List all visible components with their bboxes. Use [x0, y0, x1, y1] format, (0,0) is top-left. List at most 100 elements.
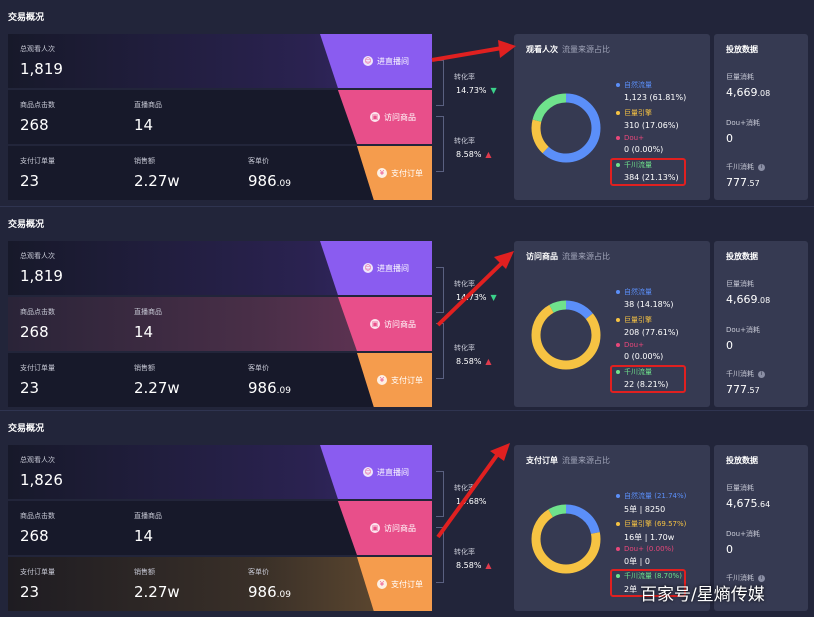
funnel-step-label: 支付订单 — [391, 375, 423, 385]
yen-icon: ¥ — [377, 168, 387, 178]
legend-dot — [616, 136, 620, 140]
conv2-label: 转化率 — [454, 137, 475, 145]
legend-item[interactable]: 巨量引擎 310 (17.06%) — [616, 108, 679, 130]
ad-value: 0 — [726, 132, 733, 145]
legend-head: Dou+ (0.00%) — [616, 545, 674, 553]
sales-value: 2.27w — [134, 172, 180, 190]
legend-item[interactable]: 自然流量 (21.74%) 5单 | 8250 — [616, 491, 686, 515]
card-subtitle: 流量来源占比 — [562, 45, 610, 54]
legend-item[interactable]: 千川流量 384 (21.13%) — [616, 160, 679, 182]
ad-value-dec: .57 — [747, 179, 760, 188]
conv2-value: 8.58% ▲ — [456, 561, 492, 570]
info-icon[interactable]: i — [758, 574, 765, 582]
legend-item[interactable]: Dou+ (0.00%) 0单 | 0 — [616, 545, 674, 567]
legend-head: 巨量引擎 — [616, 108, 679, 118]
ad-title: 投放数据 — [726, 45, 758, 54]
ad-value-int: 777 — [726, 383, 747, 396]
donut-slice[interactable] — [531, 93, 601, 163]
live-products-value: 14 — [134, 527, 154, 545]
legend-item[interactable]: 自然流量 1,123 (61.81%) — [616, 80, 686, 102]
sales-label: 销售额 — [134, 157, 155, 165]
ad-value-int: 0 — [726, 339, 733, 352]
ad-label: 巨量消耗 — [726, 483, 754, 493]
funnel-step-label: 访问商品 — [384, 523, 416, 533]
funnel-step-label: 进直播间 — [377, 467, 409, 477]
legend-item[interactable]: 巨量引擎 (69.57%) 16单 | 1.70w — [616, 519, 686, 543]
live-products-label: 直播商品 — [134, 101, 162, 109]
funnel-step[interactable]: ☺ 进直播间 — [320, 445, 432, 499]
ad-value-dec: .64 — [757, 500, 771, 509]
legend-item[interactable]: Dou+ 0 (0.00%) — [616, 341, 663, 361]
funnel: ☺ 进直播间 ▣ 访问商品 ¥ 支付订单 — [320, 445, 432, 611]
legend-value: 208 (77.61%) — [624, 328, 679, 337]
aov-label: 客单价 — [248, 157, 269, 165]
highlight-box — [610, 569, 686, 597]
traffic-donut-chart — [531, 93, 601, 163]
legend-item[interactable]: 自然流量 38 (14.18%) — [616, 287, 673, 309]
donut-slice[interactable] — [531, 93, 601, 163]
donut-slice[interactable] — [531, 300, 601, 370]
funnel-step[interactable]: ▣ 访问商品 — [337, 501, 432, 555]
funnel-step-label: 访问商品 — [384, 319, 416, 329]
funnel-step[interactable]: ¥ 支付订单 — [356, 557, 432, 611]
live-products-value: 14 — [134, 323, 154, 341]
ad-value-int: 0 — [726, 543, 733, 556]
section-title: 交易概况 — [8, 424, 45, 434]
info-icon[interactable]: i — [758, 163, 765, 171]
aov-integer: 986 — [248, 583, 277, 601]
ad-label: 巨量消耗 — [726, 279, 754, 289]
funnel-step[interactable]: ▣ 访问商品 — [337, 297, 432, 351]
ad-value: 0 — [726, 543, 733, 556]
legend-value: 310 (17.06%) — [624, 121, 679, 130]
legend-name: 自然流量 — [624, 288, 652, 296]
ad-label: 千川消耗 i — [726, 162, 765, 172]
ad-label: 千川消耗 i — [726, 369, 765, 379]
conv1-value: 14.68% — [456, 497, 487, 506]
ad-label-text: 千川消耗 — [726, 163, 754, 171]
conv1-label: 转化率 — [454, 484, 475, 492]
legend-head: 巨量引擎 — [616, 315, 679, 325]
legend-value: 0 (0.00%) — [624, 352, 664, 361]
conv1-number: 14.73% — [456, 293, 487, 302]
donut-slice[interactable] — [531, 504, 601, 574]
card-subtitle: 流量来源占比 — [562, 456, 610, 465]
orders-label: 支付订单量 — [20, 568, 55, 576]
donut-slice[interactable] — [531, 504, 601, 574]
legend-value: 0单 | 0 — [624, 557, 650, 566]
funnel-step[interactable]: ☺ 进直播间 — [320, 241, 432, 295]
legend-name: 千川流量 (8.70%) — [624, 572, 682, 580]
viewers-value: 1,826 — [20, 471, 63, 489]
legend-item[interactable]: 千川流量 22 (8.21%) — [616, 367, 668, 389]
basket-icon: ▣ — [370, 112, 380, 122]
funnel-step[interactable]: ¥ 支付订单 — [356, 146, 432, 200]
funnel-step-label: 支付订单 — [391, 168, 423, 178]
ad-label-text: Dou+消耗 — [726, 326, 760, 334]
ad-value-int: 4,669 — [726, 86, 758, 99]
legend-value: 0 (0.00%) — [624, 145, 664, 154]
legend-item[interactable]: 千川流量 (8.70%) 2单 — [616, 571, 682, 595]
traffic-source-card: 观看人次 流量来源占比自然流量 1,123 (61.81%) 巨量引擎 310 (17.… — [514, 34, 710, 200]
ad-value: 4,669.08 — [726, 86, 770, 99]
product-clicks-label: 商品点击数 — [20, 512, 55, 520]
card-title: 观看人次 流量来源占比 — [526, 44, 610, 55]
ad-label: Dou+消耗 — [726, 118, 760, 128]
card-title-text: 支付订单 — [526, 456, 558, 465]
legend-item[interactable]: Dou+ 0 (0.00%) — [616, 134, 663, 154]
conv1-label: 转化率 — [454, 73, 475, 81]
card-title: 访问商品 流量来源占比 — [526, 251, 610, 262]
legend-name: 巨量引擎 (69.57%) — [624, 520, 687, 528]
funnel-step[interactable]: ▣ 访问商品 — [337, 90, 432, 144]
info-icon[interactable]: i — [758, 370, 765, 378]
orders-label: 支付订单量 — [20, 157, 55, 165]
funnel: ☺ 进直播间 ▣ 访问商品 ¥ 支付订单 — [320, 241, 432, 407]
legend-head: 巨量引擎 (69.57%) — [616, 519, 686, 529]
ad-title: 投放数据 — [726, 456, 758, 465]
card-subtitle: 流量来源占比 — [562, 252, 610, 261]
legend-item[interactable]: 巨量引擎 208 (77.61%) — [616, 315, 679, 337]
viewers-label: 总观看人次 — [20, 252, 55, 260]
ad-label: 巨量消耗 — [726, 72, 754, 82]
viewer-icon: ☺ — [363, 263, 373, 273]
funnel-step[interactable]: ☺ 进直播间 — [320, 34, 432, 88]
funnel-step[interactable]: ¥ 支付订单 — [356, 353, 432, 407]
donut-slice[interactable] — [531, 300, 601, 370]
